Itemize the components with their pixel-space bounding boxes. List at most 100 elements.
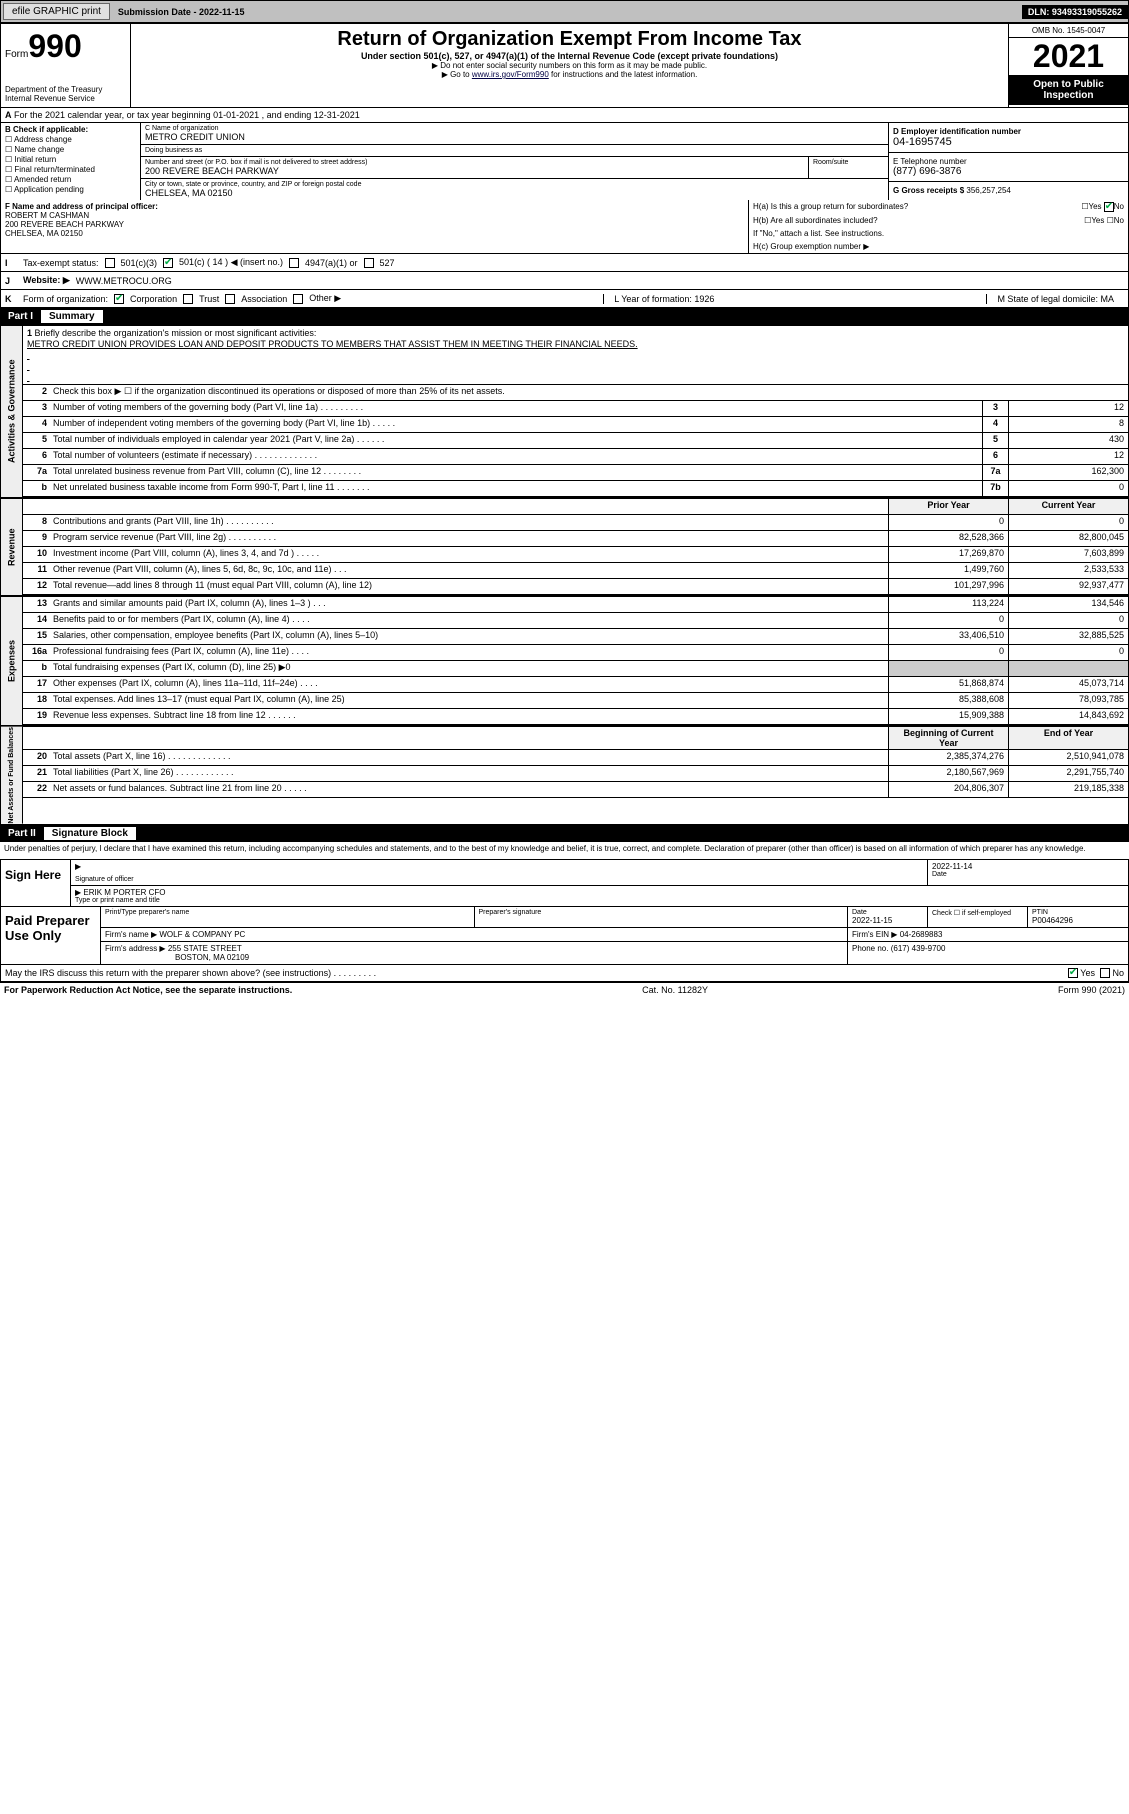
penalty-text: Under penalties of perjury, I declare th… (0, 842, 1129, 855)
chk-other[interactable] (293, 294, 303, 304)
summary-line: 3Number of voting members of the governi… (23, 401, 1128, 417)
exp-section: Expenses 13Grants and similar amounts pa… (0, 596, 1129, 726)
line-j: J Website: ▶ WWW.METROCU.ORG (0, 272, 1129, 290)
na-section: Net Assets or Fund Balances Beginning of… (0, 726, 1129, 825)
ha: H(a) Is this a group return for subordin… (749, 200, 1128, 214)
summary-line: 16aProfessional fundraising fees (Part I… (23, 645, 1128, 661)
ha-no-check[interactable] (1104, 202, 1114, 212)
discuss-no[interactable] (1100, 968, 1110, 978)
gov-section: Activities & Governance 1 Briefly descri… (0, 325, 1129, 498)
ein: 04-1695745 (893, 136, 952, 148)
pycy-header: Prior YearCurrent Year (23, 499, 1128, 515)
cat-no: Cat. No. 11282Y (642, 985, 708, 995)
ein-cell: D Employer identification number 04-1695… (889, 123, 1128, 153)
org-name: METRO CREDIT UNION (145, 132, 884, 142)
footer: For Paperwork Reduction Act Notice, see … (0, 982, 1129, 997)
prep-sig: Preparer's signature (475, 907, 849, 927)
sign-here: Sign Here (1, 860, 71, 906)
phone-cell: E Telephone number (877) 696-3876 (889, 153, 1128, 182)
efile-btn[interactable]: efile GRAPHIC print (3, 3, 110, 20)
summary-line: 21Total liabilities (Part X, line 26) . … (23, 766, 1128, 782)
room-label: Room/suite (813, 159, 884, 166)
topbar: efile GRAPHIC print Submission Date - 20… (0, 0, 1129, 23)
dba-label: Doing business as (145, 147, 884, 154)
chk-4947[interactable] (289, 258, 299, 268)
officer-city: CHELSEA, MA 02150 (5, 229, 83, 238)
city: CHELSEA, MA 02150 (145, 188, 884, 198)
name-label: C Name of organization (145, 125, 884, 132)
col-deg: D Employer identification number 04-1695… (888, 123, 1128, 200)
summary-line: bNet unrelated business taxable income f… (23, 481, 1128, 497)
chk-assoc[interactable] (225, 294, 235, 304)
summary-line: 9Program service revenue (Part VIII, lin… (23, 531, 1128, 547)
paid-preparer: Paid Preparer Use Only Print/Type prepar… (1, 907, 1128, 964)
chk-amended[interactable]: ☐ Amended return (5, 175, 136, 184)
vtab-na: Net Assets or Fund Balances (1, 727, 23, 824)
paid-title: Paid Preparer Use Only (1, 907, 101, 964)
firm-name: Firm's name ▶ WOLF & COMPANY PC (101, 928, 848, 941)
omb: OMB No. 1545-0047 (1009, 24, 1128, 38)
chk-trust[interactable] (183, 294, 193, 304)
prep-date: Date2022-11-15 (848, 907, 928, 927)
year-formation: L Year of formation: 1926 (603, 294, 724, 304)
sign-block: Sign Here ▶Signature of officer 2022-11-… (0, 859, 1129, 965)
hb-note: If "No," attach a list. See instructions… (749, 227, 1128, 240)
firm-ein: Firm's EIN ▶ 04-2689883 (848, 928, 1128, 941)
col-c: C Name of organization METRO CREDIT UNIO… (141, 123, 888, 200)
section-fh: F Name and address of principal officer:… (0, 200, 1129, 254)
mission: 1 Briefly describe the organization's mi… (23, 326, 1128, 385)
prep-name: Print/Type preparer's name (101, 907, 475, 927)
part2-header: Part II Signature Block (0, 825, 1129, 842)
summary-line: 12Total revenue—add lines 8 through 11 (… (23, 579, 1128, 595)
dept: Department of the Treasury Internal Reve… (5, 85, 126, 103)
discuss-line: May the IRS discuss this return with the… (0, 965, 1129, 983)
block-bcde: B Check if applicable: ☐ Address change … (0, 123, 1129, 200)
irs-link[interactable]: www.irs.gov/Form990 (472, 70, 549, 79)
vtab-rev: Revenue (1, 499, 23, 595)
prep-self[interactable]: Check ☐ if self-employed (928, 907, 1028, 927)
chk-corp[interactable] (114, 294, 124, 304)
website: WWW.METROCU.ORG (76, 276, 172, 286)
chk-pending[interactable]: ☐ Application pending (5, 185, 136, 194)
hc: H(c) Group exemption number ▶ (749, 240, 1128, 253)
street: 200 REVERE BEACH PARKWAY (145, 166, 804, 176)
chk-address[interactable]: ☐ Address change (5, 135, 136, 144)
chk-final[interactable]: ☐ Final return/terminated (5, 165, 136, 174)
col-b-title: B Check if applicable: (5, 125, 88, 134)
header-mid: Return of Organization Exempt From Incom… (131, 24, 1008, 107)
form-number: Form990 (5, 28, 126, 65)
discuss-yes[interactable] (1068, 968, 1078, 978)
dln: DLN: 93493319055262 (1022, 5, 1128, 19)
form-header: Form990 Department of the Treasury Inter… (0, 23, 1129, 108)
section-h: H(a) Is this a group return for subordin… (748, 200, 1128, 253)
sig-name: ▶ ERIK M PORTER CFOType or print name an… (71, 886, 1128, 906)
summary-line: 4Number of independent voting members of… (23, 417, 1128, 433)
open-public: Open to Public Inspection (1009, 75, 1128, 105)
officer-name: ROBERT M CASHMAN (5, 211, 89, 220)
summary-line: 19Revenue less expenses. Subtract line 1… (23, 709, 1128, 725)
chk-501c[interactable] (163, 258, 173, 268)
summary-line: 7aTotal unrelated business revenue from … (23, 465, 1128, 481)
chk-501c3[interactable] (105, 258, 115, 268)
sig-officer[interactable]: ▶Signature of officer (71, 860, 928, 885)
header-right: OMB No. 1545-0047 2021 Open to Public In… (1008, 24, 1128, 107)
summary-line: 15Salaries, other compensation, employee… (23, 629, 1128, 645)
chk-527[interactable] (364, 258, 374, 268)
summary-line: 17Other expenses (Part IX, column (A), l… (23, 677, 1128, 693)
firm-addr: Firm's address ▶ 255 STATE STREETBOSTON,… (101, 942, 848, 964)
vtab-exp: Expenses (1, 597, 23, 725)
form-ref: Form 990 (2021) (1058, 985, 1125, 995)
summary-line: 14Benefits paid to or for members (Part … (23, 613, 1128, 629)
phone: (877) 696-3876 (893, 166, 961, 177)
sig-date: 2022-11-14Date (928, 860, 1128, 885)
row-a: A For the 2021 calendar year, or tax yea… (0, 108, 1129, 123)
summary-line: 2Check this box ▶ ☐ if the organization … (23, 385, 1128, 401)
line-i: I Tax-exempt status: 501(c)(3) 501(c) ( … (0, 254, 1129, 272)
chk-initial[interactable]: ☐ Initial return (5, 155, 136, 164)
paperwork: For Paperwork Reduction Act Notice, see … (4, 985, 292, 995)
summary-line: bTotal fundraising expenses (Part IX, co… (23, 661, 1128, 677)
chk-name[interactable]: ☐ Name change (5, 145, 136, 154)
summary-line: 6Total number of volunteers (estimate if… (23, 449, 1128, 465)
summary-line: 18Total expenses. Add lines 13–17 (must … (23, 693, 1128, 709)
form-title: Return of Organization Exempt From Incom… (135, 28, 1004, 51)
